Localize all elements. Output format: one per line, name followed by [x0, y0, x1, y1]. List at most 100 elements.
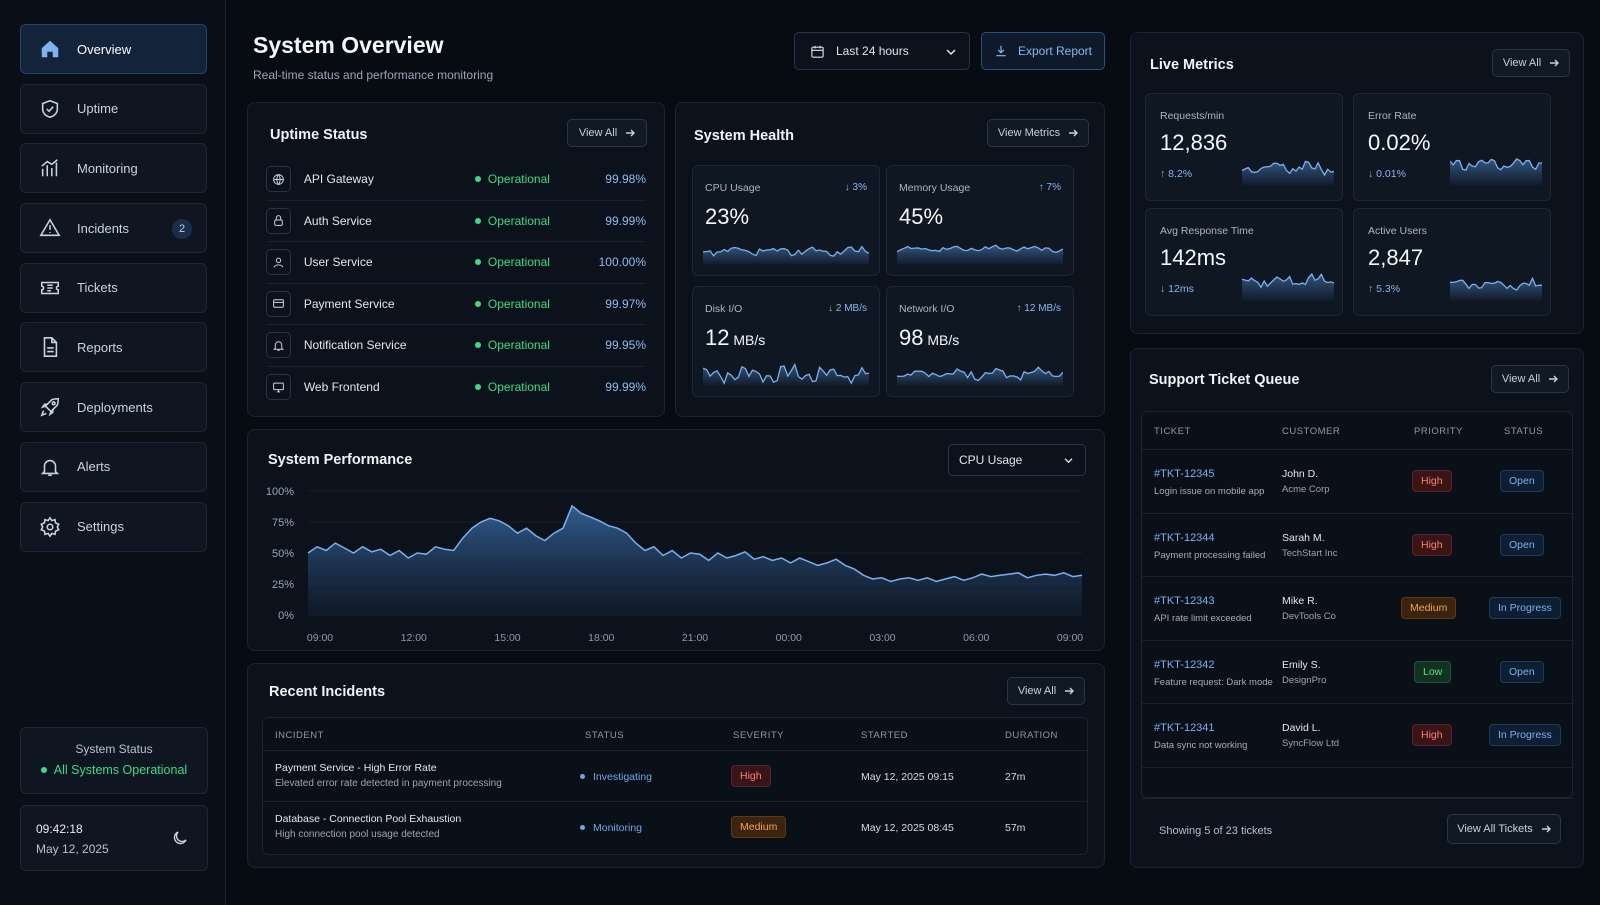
view-metrics-button[interactable]: View Metrics — [987, 119, 1089, 147]
cpu-series-line — [307, 504, 1083, 583]
view-all-tickets-button[interactable]: View All Tickets — [1447, 814, 1561, 844]
col-started: STARTED — [861, 730, 908, 741]
document-icon — [43, 337, 58, 358]
service-icon-box — [266, 290, 291, 317]
sidebar-item-settings[interactable]: Settings — [20, 501, 207, 552]
live-sparkline — [1242, 272, 1334, 301]
health-tile-unit: MB/s — [729, 332, 766, 348]
gear-icon — [40, 515, 60, 538]
tickets-rows: #TKT-12345 Login issue on mobile app John … — [1142, 450, 1572, 768]
sidebar-item-incidents[interactable]: Incidents 2 — [20, 203, 207, 254]
health-tile-change: ↑ 12 MB/s — [1016, 303, 1061, 314]
sparkline-line — [1450, 276, 1542, 291]
uptime-row[interactable]: User Service Operational 100.00% — [266, 242, 646, 284]
col-priority: PRIORITY — [1414, 426, 1463, 437]
incident-row[interactable]: Payment Service - High Error Rate Elevate… — [263, 751, 1087, 802]
ticket-id-link[interactable]: #TKT-12341 — [1154, 722, 1215, 734]
tickets-table-header: TICKET CUSTOMER PRIORITY STATUS — [1142, 412, 1572, 450]
live-metric-tile[interactable]: Active Users 2,847 ↑ 5.3% — [1353, 208, 1551, 316]
live-metric-tile[interactable]: Avg Response Time 142ms ↓ 12ms — [1145, 208, 1343, 316]
uptime-row[interactable]: Notification Service Operational 99.95% — [266, 325, 646, 367]
service-icon-box — [266, 166, 291, 193]
tickets-view-all-button[interactable]: View All — [1491, 365, 1569, 393]
page-title: System Overview — [253, 32, 444, 58]
x-tick-label: 09:00 — [1057, 632, 1083, 644]
health-tile[interactable]: CPU Usage ↓ 3% 23% — [692, 165, 880, 276]
col-duration: DURATION — [1005, 730, 1058, 741]
ticket-row[interactable]: #TKT-12341 Data sync not working David L. S… — [1142, 704, 1572, 768]
sidebar-item-uptime[interactable]: Uptime — [20, 83, 207, 134]
ticket-customer: Emily S. — [1282, 658, 1321, 671]
sparkline-area — [897, 367, 1063, 386]
health-tile[interactable]: Disk I/O ↓ 2 MB/s 12 MB/s — [692, 286, 880, 397]
live-metric-value: 2,847 — [1368, 245, 1424, 270]
export-report-button[interactable]: Export Report — [981, 32, 1105, 70]
uptime-row[interactable]: Web Frontend Operational 99.99% — [266, 367, 646, 409]
incidents-rows: Payment Service - High Error Rate Elevate… — [263, 751, 1087, 853]
live-metric-tile[interactable]: Requests/min 12,836 ↑ 8.2% — [1145, 93, 1343, 201]
view-all-tickets-label: View All Tickets — [1457, 823, 1533, 835]
monitor-icon — [273, 382, 284, 393]
health-tile-change: ↑ 7% — [1038, 182, 1061, 193]
sidebar-item-label: Monitoring — [77, 160, 138, 176]
sidebar-item-tickets[interactable]: Tickets — [20, 262, 207, 313]
lock-icon — [274, 215, 283, 227]
ticket-company: SyncFlow Ltd — [1282, 738, 1340, 749]
bell-icon — [40, 459, 60, 476]
live-metric-tile[interactable]: Error Rate 0.02% ↓ 0.01% — [1353, 93, 1551, 201]
uptime-row[interactable]: API Gateway Operational 99.98% — [266, 159, 646, 201]
health-tile-label: Network I/O — [899, 303, 955, 315]
service-status-text: Operational — [487, 172, 550, 187]
time-range-dropdown[interactable]: Last 24 hours — [794, 32, 970, 70]
system-performance-title: System Performance — [268, 452, 413, 468]
sidebar-item-overview[interactable]: Overview — [20, 24, 207, 74]
incident-status-text: Investigating — [593, 771, 652, 783]
uptime-row[interactable]: Auth Service Operational 99.99% — [266, 201, 646, 242]
ticket-row[interactable]: #TKT-12344 Payment processing failed Sarah… — [1142, 514, 1572, 577]
sparkline-area — [1242, 161, 1334, 186]
x-tick-label: 18:00 — [588, 632, 614, 644]
incident-started: May 12, 2025 08:45 — [861, 822, 954, 834]
x-tick-label: 06:00 — [963, 632, 989, 644]
sidebar-item-monitoring[interactable]: Monitoring — [20, 143, 207, 194]
health-tile[interactable]: Memory Usage ↑ 7% 45% — [886, 165, 1074, 276]
status-dot — [474, 300, 481, 307]
sidebar-item-reports[interactable]: Reports — [20, 322, 207, 373]
ticket-id-link[interactable]: #TKT-12343 — [1154, 595, 1215, 607]
live-view-all-button[interactable]: View All — [1492, 49, 1570, 77]
ticket-id-link[interactable]: #TKT-12345 — [1154, 468, 1215, 480]
tickets-table: TICKET CUSTOMER PRIORITY STATUS #TKT-123… — [1141, 411, 1573, 798]
health-sparkline — [703, 245, 869, 265]
ticket-row[interactable]: #TKT-12345 Login issue on mobile app John … — [1142, 450, 1572, 514]
moon-icon[interactable] — [171, 829, 189, 847]
ticket-subject: Payment processing failed — [1154, 549, 1266, 561]
col-status: STATUS — [1504, 426, 1544, 437]
arrow-right-icon — [1069, 129, 1079, 137]
priority-badge: High — [1412, 533, 1452, 556]
uptime-view-all-button[interactable]: View All — [567, 119, 647, 147]
ticket-row[interactable]: #TKT-12342 Feature request: Dark mode Emil… — [1142, 641, 1572, 704]
live-metric-change: ↑ 5.3% — [1368, 283, 1401, 295]
ticket-queue-title: Support Ticket Queue — [1149, 372, 1300, 388]
chevron-down-icon — [1064, 458, 1073, 464]
sidebar-item-deployments[interactable]: Deployments — [20, 382, 207, 433]
live-metric-value: 12,836 — [1160, 130, 1228, 155]
health-tile[interactable]: Network I/O ↑ 12 MB/s 98 MB/s — [886, 286, 1074, 397]
service-name: Payment Service — [303, 296, 395, 311]
service-status: Operational — [474, 380, 589, 394]
performance-metric-select[interactable]: CPU Usage — [948, 444, 1086, 476]
ticket-id-link[interactable]: #TKT-12342 — [1154, 658, 1215, 671]
incidents-table-header: INCIDENT STATUS SEVERITY STARTED DURATIO… — [263, 718, 1087, 751]
sidebar-item-alerts[interactable]: Alerts — [20, 441, 207, 492]
incident-row[interactable]: Database - Connection Pool Exhaustion Hig… — [263, 802, 1087, 853]
ticket-row[interactable]: #TKT-12343 API rate limit exceeded Mike R.… — [1142, 577, 1572, 641]
performance-metric-label: CPU Usage — [959, 453, 1023, 467]
service-status: Operational — [474, 297, 589, 311]
ticket-customer: David L. — [1282, 722, 1321, 734]
uptime-row[interactable]: Payment Service Operational 99.97% — [266, 284, 646, 325]
health-tile-unit: MB/s — [923, 332, 960, 348]
ticket-id-link[interactable]: #TKT-12344 — [1154, 531, 1215, 544]
incidents-view-all-button[interactable]: View All — [1007, 677, 1085, 705]
sparkline-line — [1242, 272, 1334, 289]
